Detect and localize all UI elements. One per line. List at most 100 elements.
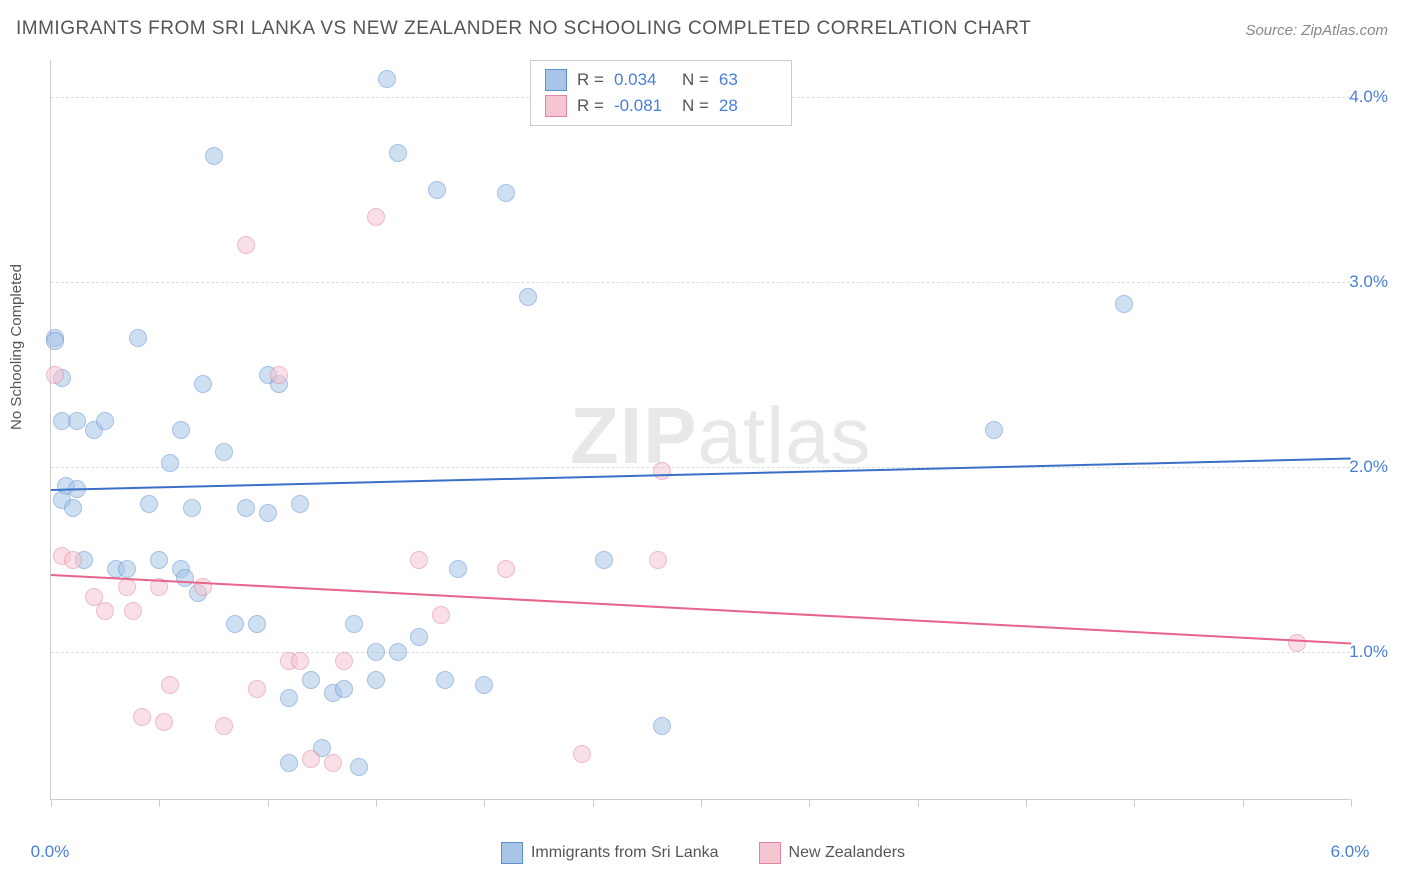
stats-legend-box: R = 0.034 N = 63 R = -0.081 N = 28 bbox=[530, 60, 792, 126]
scatter-point-series2 bbox=[155, 713, 173, 731]
scatter-point-series2 bbox=[124, 602, 142, 620]
scatter-point-series1 bbox=[161, 454, 179, 472]
gridline-h bbox=[51, 652, 1350, 653]
stats-row-series2: R = -0.081 N = 28 bbox=[545, 93, 777, 119]
scatter-point-series2 bbox=[270, 366, 288, 384]
gridline-h bbox=[51, 282, 1350, 283]
scatter-point-series1 bbox=[367, 643, 385, 661]
x-tick bbox=[593, 799, 594, 807]
scatter-point-series1 bbox=[150, 551, 168, 569]
scatter-point-series2 bbox=[324, 754, 342, 772]
legend-item-series1: Immigrants from Sri Lanka bbox=[501, 842, 719, 864]
scatter-point-series1 bbox=[194, 375, 212, 393]
scatter-point-series1 bbox=[280, 754, 298, 772]
legend-swatch-series1 bbox=[545, 69, 567, 91]
x-tick-label-min: 0.0% bbox=[31, 842, 70, 862]
scatter-point-series2 bbox=[248, 680, 266, 698]
r-label-2: R = bbox=[577, 96, 604, 116]
scatter-point-series2 bbox=[497, 560, 515, 578]
scatter-point-series1 bbox=[64, 499, 82, 517]
trend-line-series2 bbox=[51, 574, 1351, 644]
x-tick bbox=[51, 799, 52, 807]
scatter-point-series1 bbox=[183, 499, 201, 517]
scatter-point-series2 bbox=[133, 708, 151, 726]
scatter-point-series1 bbox=[475, 676, 493, 694]
source-attribution: Source: ZipAtlas.com bbox=[1245, 22, 1388, 39]
scatter-point-series2 bbox=[335, 652, 353, 670]
scatter-point-series1 bbox=[237, 499, 255, 517]
scatter-point-series1 bbox=[449, 560, 467, 578]
scatter-point-series1 bbox=[248, 615, 266, 633]
x-tick bbox=[268, 799, 269, 807]
bottom-legend: Immigrants from Sri Lanka New Zealanders bbox=[0, 842, 1406, 864]
scatter-point-series1 bbox=[46, 332, 64, 350]
scatter-point-series1 bbox=[291, 495, 309, 513]
scatter-point-series2 bbox=[118, 578, 136, 596]
legend-swatch-bottom-2 bbox=[759, 842, 781, 864]
y-tick-label-1: 1.0% bbox=[1349, 642, 1388, 662]
scatter-point-series2 bbox=[573, 745, 591, 763]
x-tick bbox=[159, 799, 160, 807]
y-tick-label-3: 3.0% bbox=[1349, 272, 1388, 292]
x-tick bbox=[809, 799, 810, 807]
x-tick bbox=[701, 799, 702, 807]
scatter-point-series2 bbox=[96, 602, 114, 620]
scatter-point-series1 bbox=[436, 671, 454, 689]
y-tick-label-2: 2.0% bbox=[1349, 457, 1388, 477]
scatter-point-series1 bbox=[428, 181, 446, 199]
scatter-point-series1 bbox=[497, 184, 515, 202]
scatter-point-series1 bbox=[226, 615, 244, 633]
plot-area bbox=[50, 60, 1350, 800]
x-tick bbox=[1243, 799, 1244, 807]
scatter-point-series1 bbox=[1115, 295, 1133, 313]
scatter-point-series2 bbox=[291, 652, 309, 670]
scatter-point-series1 bbox=[378, 70, 396, 88]
scatter-point-series1 bbox=[96, 412, 114, 430]
scatter-point-series1 bbox=[118, 560, 136, 578]
n-value-2: 28 bbox=[719, 96, 777, 116]
scatter-point-series1 bbox=[205, 147, 223, 165]
legend-swatch-series2 bbox=[545, 95, 567, 117]
scatter-point-series1 bbox=[280, 689, 298, 707]
scatter-point-series1 bbox=[389, 643, 407, 661]
legend-item-series2: New Zealanders bbox=[759, 842, 906, 864]
scatter-point-series1 bbox=[140, 495, 158, 513]
scatter-point-series1 bbox=[345, 615, 363, 633]
scatter-point-series1 bbox=[350, 758, 368, 776]
scatter-point-series1 bbox=[367, 671, 385, 689]
scatter-point-series1 bbox=[410, 628, 428, 646]
gridline-h bbox=[51, 467, 1350, 468]
x-tick bbox=[918, 799, 919, 807]
scatter-point-series1 bbox=[595, 551, 613, 569]
n-value-1: 63 bbox=[719, 70, 777, 90]
y-axis-label: No Schooling Completed bbox=[8, 264, 25, 430]
scatter-point-series2 bbox=[64, 551, 82, 569]
scatter-point-series2 bbox=[1288, 634, 1306, 652]
scatter-point-series2 bbox=[215, 717, 233, 735]
scatter-point-series2 bbox=[237, 236, 255, 254]
n-label-2: N = bbox=[682, 96, 709, 116]
chart-title: IMMIGRANTS FROM SRI LANKA VS NEW ZEALAND… bbox=[16, 18, 1031, 40]
scatter-point-series1 bbox=[215, 443, 233, 461]
scatter-point-series2 bbox=[46, 366, 64, 384]
scatter-point-series1 bbox=[335, 680, 353, 698]
trend-line-series1 bbox=[51, 458, 1351, 491]
scatter-point-series2 bbox=[367, 208, 385, 226]
scatter-point-series2 bbox=[161, 676, 179, 694]
x-tick bbox=[484, 799, 485, 807]
scatter-point-series1 bbox=[172, 421, 190, 439]
scatter-point-series1 bbox=[985, 421, 1003, 439]
scatter-point-series1 bbox=[176, 569, 194, 587]
n-label-1: N = bbox=[682, 70, 709, 90]
x-tick bbox=[1134, 799, 1135, 807]
scatter-point-series1 bbox=[653, 717, 671, 735]
y-tick-label-4: 4.0% bbox=[1349, 87, 1388, 107]
chart-container: IMMIGRANTS FROM SRI LANKA VS NEW ZEALAND… bbox=[0, 0, 1406, 892]
scatter-point-series2 bbox=[302, 750, 320, 768]
r-value-2: -0.081 bbox=[614, 96, 672, 116]
scatter-point-series2 bbox=[653, 462, 671, 480]
legend-label-2: New Zealanders bbox=[789, 844, 906, 862]
x-tick-label-max: 6.0% bbox=[1331, 842, 1370, 862]
scatter-point-series1 bbox=[389, 144, 407, 162]
r-value-1: 0.034 bbox=[614, 70, 672, 90]
